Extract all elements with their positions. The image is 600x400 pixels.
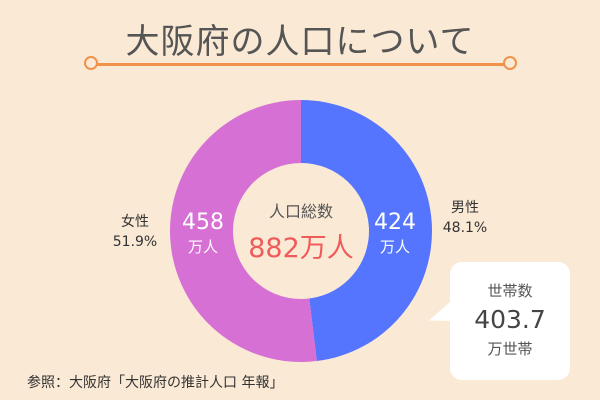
male-value-label: 424 万人 [370,210,420,257]
male-value: 424 [374,210,416,235]
female-legend: 女性 51.9% [110,212,160,252]
male-legend: 男性 48.1% [440,198,490,238]
households-unit: 万世帯 [487,340,533,358]
source-note: 参照：大阪府「大阪府の推計人口 年報」 [27,375,284,391]
male-percent: 48.1% [442,220,488,236]
page-title: 大阪府の人口について [125,22,475,62]
center-label: 人口総数 [268,202,333,221]
underline-right-dot [503,56,517,70]
households-label: 世帯数 [487,282,533,300]
female-value: 458 [182,210,224,235]
female-unit: 万人 [187,238,218,256]
male-label: 男性 [451,200,479,216]
donut-center: 人口総数 882万人 [226,198,376,265]
donut-slice-female [169,100,317,362]
female-percent: 51.9% [112,234,158,250]
male-unit: 万人 [379,238,410,256]
underline-left-dot [84,56,98,70]
households-value: 403.7 [474,305,546,334]
donut-slice-male [301,100,432,362]
households-bubble: 世帯数 403.7 万世帯 [450,262,570,380]
female-label: 女性 [121,214,149,230]
title-underline [92,63,510,66]
female-value-label: 458 万人 [178,210,228,257]
center-value: 882万人 [248,233,354,264]
